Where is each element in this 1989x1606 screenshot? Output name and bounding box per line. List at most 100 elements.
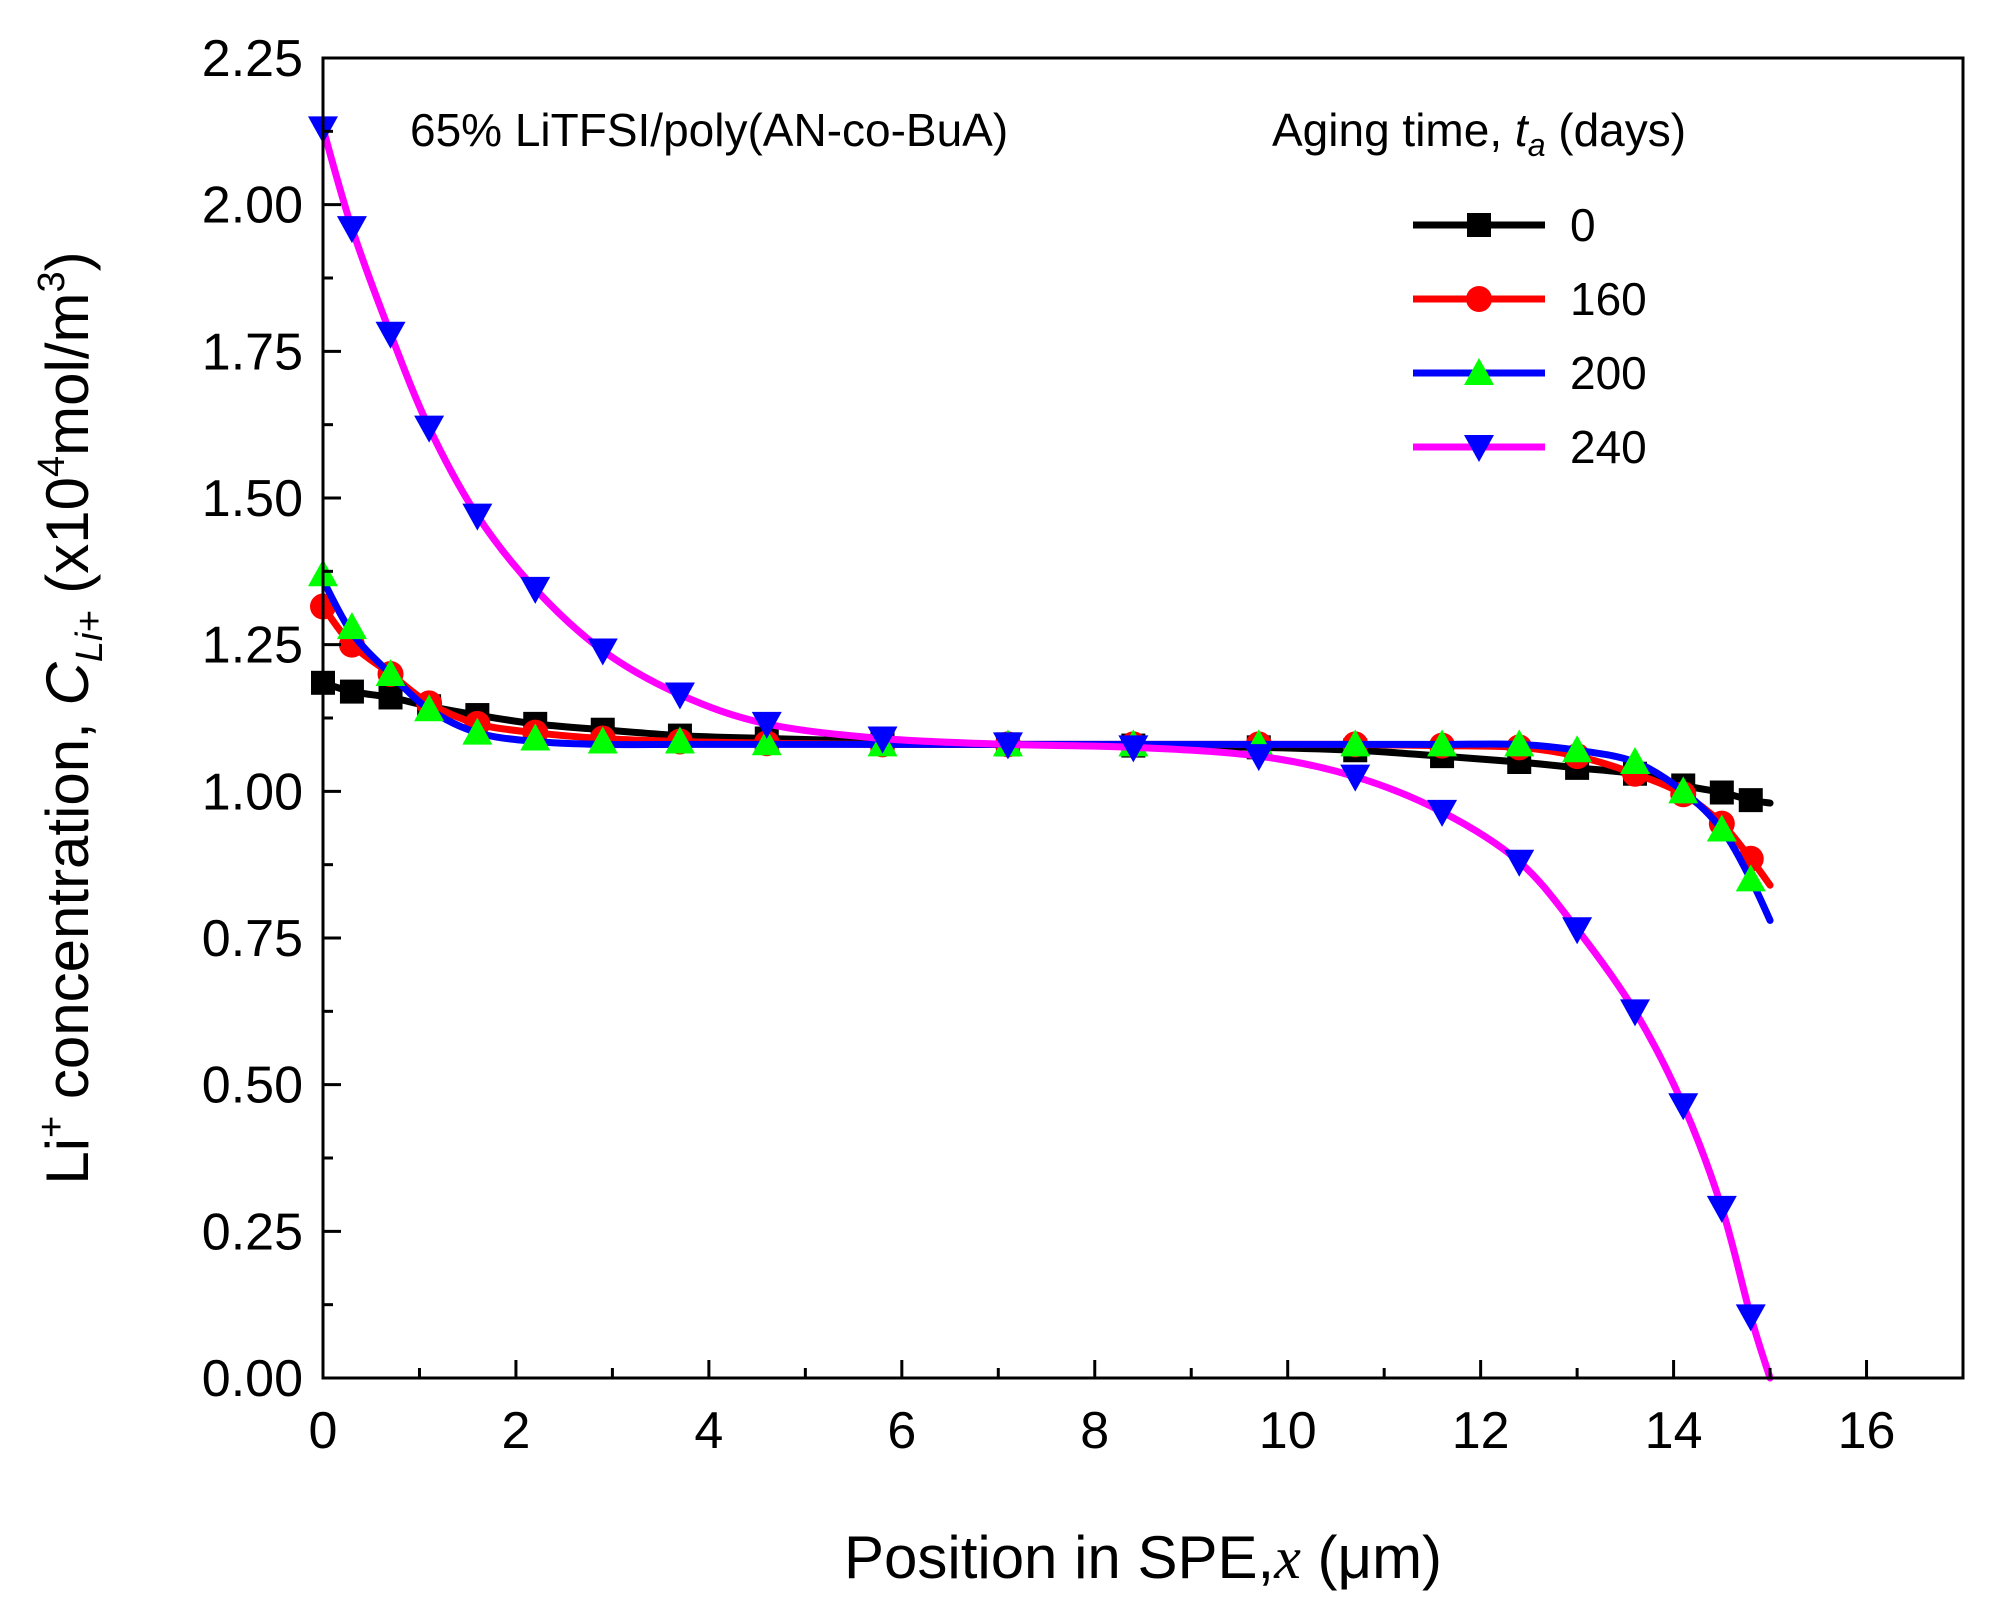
series-200 <box>308 559 1774 924</box>
data-point-200 <box>1735 864 1766 892</box>
y-tick-label: 2.25 <box>202 30 303 88</box>
x-tick-label: 14 <box>1645 1402 1703 1460</box>
data-point-240 <box>664 682 695 710</box>
plot-frame <box>321 56 1965 1380</box>
data-point-240 <box>414 415 445 443</box>
series-layer <box>308 116 1774 1382</box>
data-point-200 <box>414 694 445 722</box>
data-point-240 <box>375 321 406 349</box>
chart-annotation: 65% LiTFSI/poly(AN-co-BuA) <box>410 104 1008 156</box>
x-axis-title: Position in SPE,x (μm) <box>844 1524 1442 1591</box>
legend-swatch-marker <box>1464 435 1494 462</box>
y-axis-title-unit-post: ) <box>34 251 101 271</box>
x-tick-label: 10 <box>1259 1402 1317 1460</box>
y-axis-title-mid: concentration, <box>34 705 101 1115</box>
x-axis-title-suffix: (μm) <box>1301 1524 1442 1591</box>
x-tick-label: 2 <box>501 1402 530 1460</box>
y-axis-title-unit-mid: mol/m <box>34 292 101 455</box>
data-point-240 <box>1243 744 1274 772</box>
y-axis-title-sup: + <box>31 1116 73 1138</box>
data-point-240 <box>1620 999 1650 1027</box>
y-axis-title: Li+ concentration, CLi+ (x104mol/m3) <box>31 251 111 1184</box>
legend-entry-240: 240 <box>1413 421 1647 473</box>
y-axis: 0.00 0.25 0.50 0.75 1.00 1.25 1.50 1.75 2.00 2.25 <box>202 30 341 1408</box>
legend-title-var: t <box>1515 104 1530 156</box>
data-point-200 <box>1340 729 1371 757</box>
legend-title-sub: a <box>1528 127 1546 163</box>
legend-entry-200: 200 <box>1413 347 1647 399</box>
data-point-240 <box>867 726 898 754</box>
legend-title-prefix: Aging time, <box>1272 104 1515 156</box>
y-tick-label: 1.75 <box>202 323 303 381</box>
data-point-0 <box>1709 780 1734 805</box>
data-point-240 <box>1427 799 1458 827</box>
x-axis-title-prefix: Position in SPE, <box>844 1524 1274 1591</box>
data-point-240 <box>992 732 1023 760</box>
data-point-240 <box>751 711 782 739</box>
y-tick-label: 1.00 <box>202 763 303 821</box>
legend-label: 160 <box>1570 273 1647 325</box>
x-axis: 0 2 4 6 8 10 12 14 16 <box>309 1360 1896 1460</box>
y-axis-title-unit-sup: 4 <box>31 456 73 477</box>
x-tick-label: 12 <box>1452 1402 1510 1460</box>
legend-entry-160: 160 <box>1413 273 1647 325</box>
data-point-240 <box>1735 1304 1766 1332</box>
x-axis-title-var: x <box>1273 1525 1301 1591</box>
legend-label: 240 <box>1570 421 1647 473</box>
legend-swatch-marker <box>1466 286 1492 312</box>
x-tick-label: 0 <box>309 1402 338 1460</box>
legend-entry-0: 0 <box>1413 199 1596 251</box>
legend-title: Aging time, ta (days) <box>1272 104 1686 163</box>
legend-label: 200 <box>1570 347 1647 399</box>
legend-label: 0 <box>1570 199 1596 251</box>
data-point-240 <box>1118 735 1149 763</box>
x-tick-label: 8 <box>1080 1402 1109 1460</box>
y-tick-label: 0.50 <box>202 1057 303 1115</box>
y-axis-title-main: Li <box>34 1138 101 1185</box>
y-tick-label: 0.75 <box>202 910 303 968</box>
data-point-240 <box>336 216 367 244</box>
data-point-0 <box>378 685 403 710</box>
data-point-200 <box>1620 747 1650 774</box>
legend-swatch-marker <box>1464 358 1494 385</box>
series-line-240 <box>319 124 1774 1382</box>
data-point-200 <box>1706 814 1737 842</box>
data-point-200 <box>751 728 782 756</box>
y-axis-title-unit-pre: (x10 <box>34 477 101 610</box>
data-point-200 <box>1427 729 1458 757</box>
data-point-240 <box>462 503 493 531</box>
data-point-200 <box>664 726 695 754</box>
y-tick-label: 1.25 <box>202 617 303 675</box>
data-point-240 <box>1668 1093 1699 1121</box>
data-point-200 <box>520 723 551 751</box>
data-point-240 <box>587 638 618 666</box>
data-point-200 <box>587 726 618 754</box>
data-point-240 <box>1340 764 1371 792</box>
x-tick-label: 6 <box>887 1402 916 1460</box>
x-tick-label: 4 <box>694 1402 723 1460</box>
data-point-0 <box>339 679 364 704</box>
data-point-240 <box>1706 1195 1737 1223</box>
y-tick-label: 1.50 <box>202 470 303 528</box>
y-tick-label: 2.00 <box>202 177 303 235</box>
y-axis-title-unit-sup2: 3 <box>31 271 73 292</box>
data-point-240 <box>1562 917 1593 945</box>
y-tick-label: 0.00 <box>202 1350 303 1408</box>
data-point-200 <box>1668 776 1699 804</box>
data-point-200 <box>1562 735 1593 763</box>
data-point-200 <box>375 659 406 686</box>
x-tick-label: 16 <box>1838 1402 1896 1460</box>
data-point-0 <box>1738 788 1763 813</box>
legend-swatch-marker <box>1467 213 1491 237</box>
y-tick-label: 0.25 <box>202 1203 303 1261</box>
legend-title-suffix: (days) <box>1545 104 1686 156</box>
data-point-240 <box>520 576 551 604</box>
y-axis-title-var: C <box>34 661 101 705</box>
data-point-200 <box>336 612 367 640</box>
data-point-200 <box>462 717 493 745</box>
y-axis-title-sub: Li+ <box>69 610 111 662</box>
data-point-200 <box>1504 729 1535 757</box>
legend: 0 160 200 240 <box>1413 199 1647 473</box>
data-point-240 <box>1504 849 1535 877</box>
